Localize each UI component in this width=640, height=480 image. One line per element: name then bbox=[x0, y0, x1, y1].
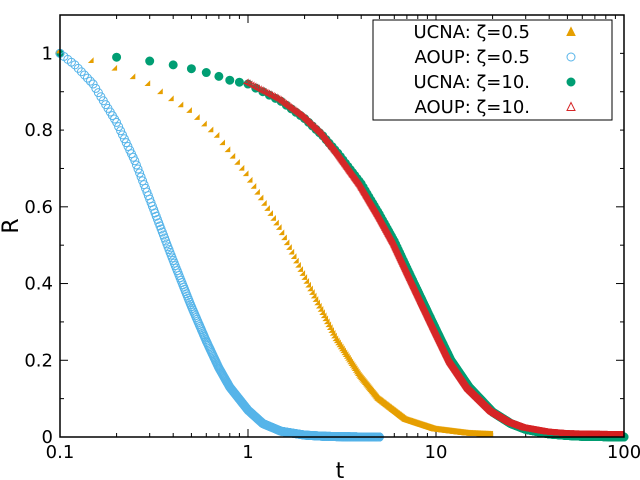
data-point bbox=[168, 60, 178, 70]
data-point bbox=[234, 77, 244, 87]
series-layer bbox=[54, 47, 629, 442]
data-point bbox=[244, 79, 251, 86]
data-point bbox=[246, 80, 253, 87]
data-point bbox=[248, 81, 255, 88]
data-point bbox=[214, 71, 224, 81]
data-point bbox=[242, 78, 249, 85]
data-point bbox=[250, 82, 257, 89]
data-point bbox=[186, 64, 196, 74]
data-point bbox=[112, 52, 122, 62]
data-point bbox=[145, 56, 155, 66]
data-point bbox=[225, 75, 235, 85]
data-point bbox=[201, 68, 211, 78]
data-point bbox=[252, 83, 259, 90]
